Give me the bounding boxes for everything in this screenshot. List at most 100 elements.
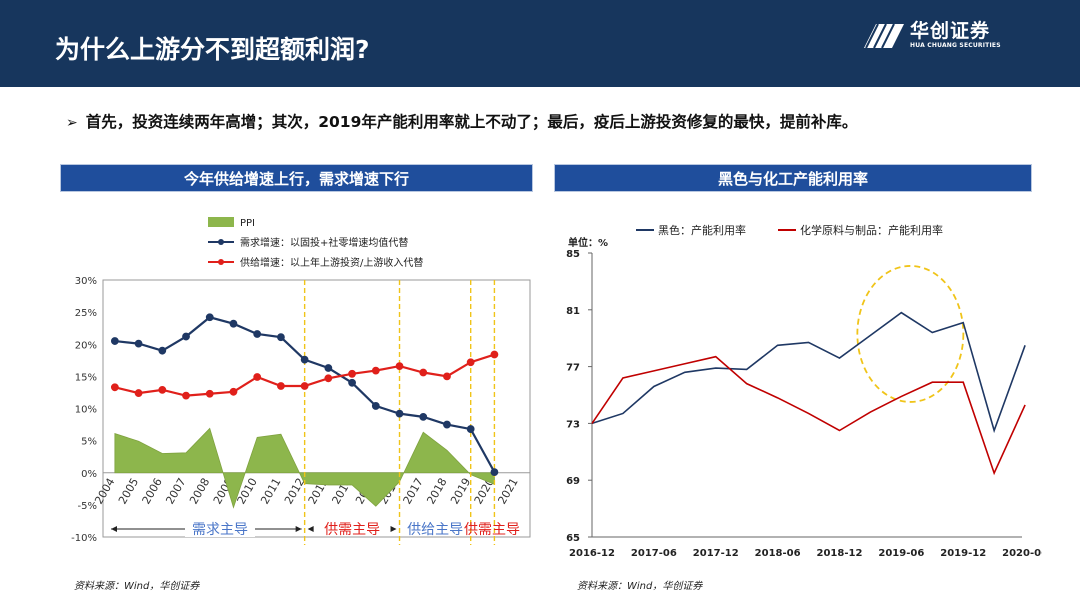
supply-point: [277, 382, 285, 390]
y-tick-label: 81: [566, 306, 580, 317]
x-tick-label: 2005: [116, 476, 141, 507]
legend-swatch-ppi: [208, 217, 234, 227]
y-tick-label: -10%: [71, 533, 97, 544]
x-tick-label: 2018-12: [817, 548, 863, 559]
demand-point: [395, 409, 404, 418]
supply-point: [466, 358, 475, 367]
x-tick-label: 2019: [448, 476, 473, 507]
supply-point: [324, 374, 333, 383]
demand-point: [300, 355, 309, 364]
demand-point: [134, 339, 143, 348]
right-panel-title: 黑色与化工产能利用率: [554, 164, 1032, 192]
left-panel-title: 今年供给增速上行，需求增速下行: [60, 164, 533, 192]
x-tick-label: 2004: [92, 476, 117, 507]
bullet-arrow-icon: ➢: [66, 115, 78, 131]
y-tick-label: 10%: [75, 405, 97, 416]
regime-label-bg: [185, 520, 255, 537]
legend-label-demand: 需求增速：以固投+社零增速均值代替: [240, 236, 408, 249]
unit-label: 单位：%: [568, 236, 608, 249]
x-tick-label: 2007: [163, 476, 188, 507]
supply-point: [205, 389, 214, 398]
demand-point: [253, 330, 262, 338]
demand-point: [182, 332, 190, 341]
y-tick-label: 5%: [81, 437, 97, 448]
supply-point: [419, 368, 428, 377]
ppi-area: [114, 427, 495, 509]
x-tick-label: 2018: [424, 476, 449, 507]
supply-point: [490, 350, 499, 359]
header-bar: 为什么上游分不到超额利润? 华创证券 HUA CHUANG SECURITIES: [0, 0, 1080, 87]
capacity-utilization-chart: 65 69 73 77 81 85 2016-12 2017-06 2017-12 2018-06…: [566, 223, 1042, 559]
demand-point: [205, 313, 214, 322]
y-tick-label: 73: [566, 419, 580, 430]
supply-point: [300, 382, 309, 390]
legend-label-ppi: PPI: [240, 218, 255, 229]
highlight-ellipse: [856, 265, 965, 403]
supply-point: [110, 383, 119, 392]
right-source-note: 资料来源：Wind，华创证券: [577, 581, 703, 592]
demand-point: [229, 319, 238, 328]
supply-demand-chart: -10%-5%0%5%10%15%20%25%30%20042005200620…: [71, 217, 531, 545]
logo-name: 华创证券: [910, 20, 991, 42]
logo-icon: [864, 23, 904, 49]
demand-point: [324, 364, 333, 372]
x-tick-label: 2017: [401, 476, 426, 507]
x-tick-label: 2019-06: [878, 548, 924, 559]
logo-subtitle: HUA CHUANG SECURITIES: [910, 42, 1001, 49]
supply-point: [348, 369, 356, 378]
left-source-note: 资料来源：Wind，华创证券: [74, 581, 200, 592]
y-tick-label: 15%: [75, 372, 97, 383]
x-tick-label: 2017-06: [631, 548, 677, 559]
x-tick-label: 2006: [140, 476, 165, 507]
x-tick-label: 2017-12: [693, 548, 739, 559]
supply-point: [158, 385, 167, 394]
demand-point: [348, 378, 356, 387]
page-title: 为什么上游分不到超额利润?: [55, 35, 370, 64]
bullet-text: ➢ 首先，投资连续两年高增；其次，2019年产能利用率就上不动了；最后，疫后上游投…: [66, 110, 857, 132]
supply-point: [182, 391, 190, 400]
demand-point: [277, 333, 285, 342]
y-tick-label: 77: [566, 363, 580, 374]
x-tick-label: 2019-12: [940, 548, 986, 559]
logo: 华创证券 HUA CHUANG SECURITIES: [862, 18, 1022, 54]
x-tick-label: 2008: [187, 476, 212, 507]
supply-point: [371, 366, 380, 375]
chemical-utilization-line: [591, 355, 1026, 476]
x-tick-label: 2018-06: [755, 548, 801, 559]
demand-point: [490, 468, 499, 477]
legend-label-supply: 供给增速：以上年上游投资/上游收入代替: [240, 256, 423, 269]
legend-marker-supply: [218, 259, 224, 265]
supply-point: [134, 389, 143, 397]
y-tick-label: 65: [566, 533, 580, 544]
demand-point: [419, 412, 428, 421]
demand-point: [158, 346, 167, 355]
x-tick-label: 2016-12: [569, 548, 615, 559]
y-tick-label: 25%: [75, 308, 97, 319]
legend-marker-demand: [218, 239, 224, 245]
demand-point: [110, 337, 119, 345]
black-utilization-line: [591, 311, 1026, 434]
supply-point: [443, 372, 451, 381]
bullet-content: 首先，投资连续两年高增；其次，2019年产能利用率就上不动了；最后，疫后上游投资…: [85, 113, 858, 131]
x-tick-label: 2011: [258, 476, 283, 507]
supply-point: [253, 373, 262, 381]
regime-label: 供给主导: [407, 522, 463, 538]
supply-point: [229, 387, 238, 396]
regime-label: 供需主导: [464, 522, 520, 538]
y-tick-label: 85: [566, 249, 580, 260]
y-tick-label: 0%: [81, 469, 97, 480]
x-tick-label: 2021: [495, 476, 520, 507]
demand-point: [371, 402, 380, 410]
y-tick-label: -5%: [78, 501, 97, 512]
regime-label: 供需主导: [324, 522, 380, 538]
y-tick-label: 30%: [75, 276, 97, 287]
y-tick-label: 20%: [75, 340, 97, 351]
demand-point: [443, 420, 451, 429]
supply-point: [395, 362, 404, 370]
y-tick-label: 69: [566, 476, 580, 487]
legend-label-chemical: 化学原料与制品：产能利用率: [800, 223, 943, 237]
demand-point: [466, 425, 475, 433]
legend-label-black: 黑色：产能利用率: [658, 223, 746, 237]
regime-label: 需求主导: [192, 522, 248, 538]
x-tick-label: 2020-06: [1002, 548, 1042, 559]
